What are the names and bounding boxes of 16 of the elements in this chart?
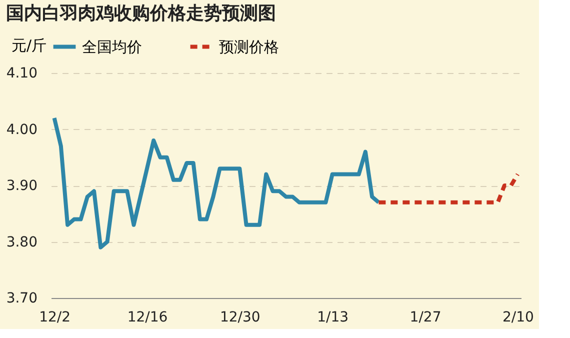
- x-tick-label: 12/2: [39, 310, 71, 326]
- x-tick-label: 12/16: [127, 310, 168, 326]
- x-tick-label: 1/13: [317, 310, 349, 326]
- x-tick-label: 1/27: [410, 310, 442, 326]
- legend-label: 预测价格: [219, 38, 279, 56]
- x-tick-label: 12/30: [220, 310, 260, 326]
- y-axis-title: 元/斤: [12, 36, 47, 54]
- y-tick-label: 3.80: [6, 234, 38, 250]
- x-tick-label: 2/10: [502, 310, 534, 326]
- y-tick-label: 3.70: [6, 290, 38, 306]
- y-tick-label: 4.10: [6, 66, 38, 82]
- y-tick-label: 4.00: [6, 122, 38, 138]
- y-tick-label: 3.90: [6, 178, 38, 194]
- chart-title: 国内白羽肉鸡收购价格走势预测图: [6, 3, 276, 24]
- line-series: [52, 116, 381, 250]
- legend-label: 全国均价: [82, 38, 142, 56]
